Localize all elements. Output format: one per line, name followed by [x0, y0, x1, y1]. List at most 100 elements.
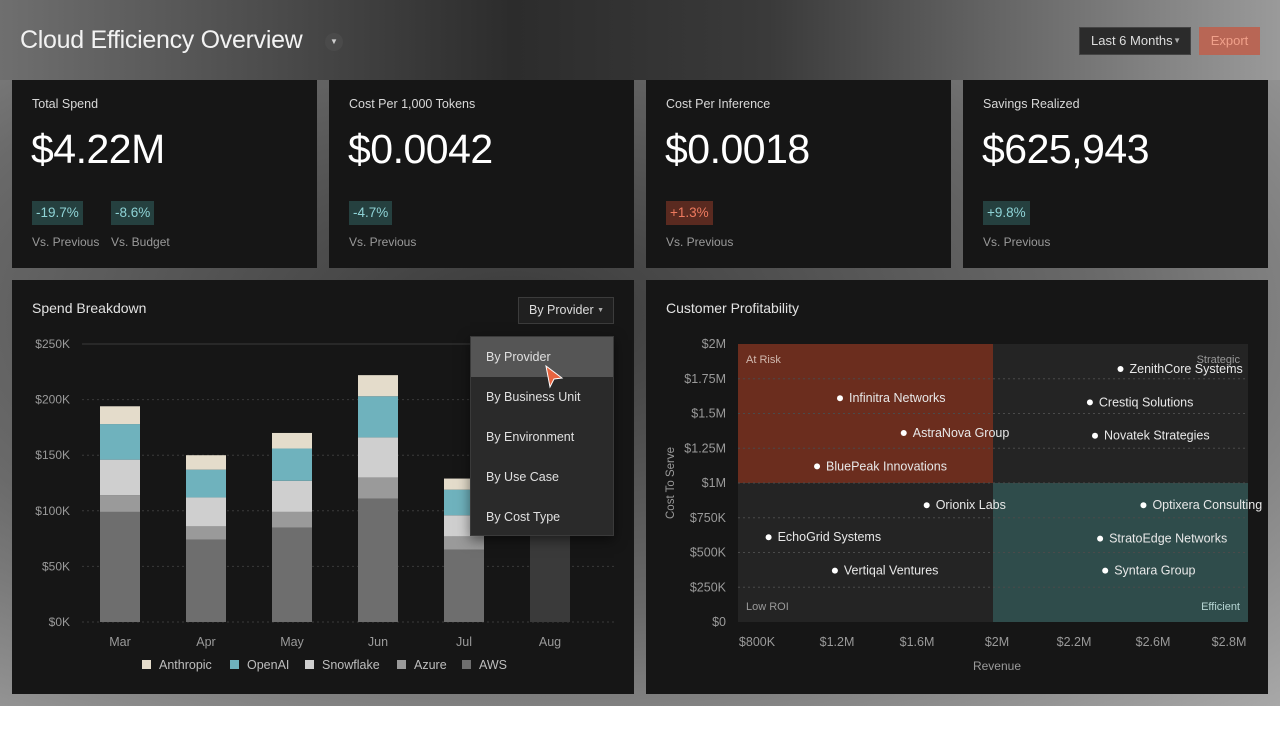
scatter-point-label: StratoEdge Networks	[1109, 532, 1227, 546]
scatter-point	[765, 534, 772, 541]
quadrant-label: Low ROI	[746, 601, 789, 613]
scatter-point-label: Infinitra Networks	[849, 391, 946, 405]
x-tick-label: Mar	[109, 635, 131, 649]
dropdown-option[interactable]: By Use Case	[486, 470, 559, 484]
y-tick-label: $150K	[35, 448, 70, 462]
y-tick-label: $1.5M	[691, 407, 726, 421]
legend-item-snowflake[interactable]: Snowflake	[305, 658, 380, 672]
chevron-down-icon: ▼	[1173, 36, 1181, 45]
bar-segment-openai	[100, 424, 140, 460]
legend-swatch	[230, 660, 239, 669]
delta-badge: -4.7%	[349, 201, 393, 225]
bar-segment-snowflake	[358, 437, 398, 478]
title-dropdown-toggle[interactable]: ▼	[325, 33, 343, 51]
panel-title: Customer Profitability	[666, 300, 800, 316]
y-tick-label: $200K	[35, 393, 70, 407]
legend-item-azure[interactable]: Azure	[397, 658, 447, 672]
customer-profitability-panel: Customer Profitability $0 $250K $500K $750K…	[646, 280, 1268, 694]
dropdown-option[interactable]: By Business Unit	[486, 390, 581, 404]
scatter-point	[1117, 366, 1124, 373]
quadrant-label: Strategic	[1197, 354, 1241, 366]
x-tick-label: $2.8M	[1212, 635, 1247, 649]
scatter-point	[1086, 399, 1093, 406]
bar-segment-snowflake	[272, 480, 312, 512]
scatter-point	[1140, 502, 1147, 509]
dropdown-option[interactable]: By Provider	[471, 337, 613, 377]
bar-segment-aws	[272, 527, 312, 622]
delta-caption: Vs. Previous	[349, 235, 417, 249]
y-tick-label: $2M	[702, 337, 726, 351]
y-tick-label: $100K	[35, 504, 70, 518]
spend-bar-chart: $0K $50K $100K $150K $200K $250K Mar Apr May Jun J…	[35, 337, 614, 649]
legend-swatch	[462, 660, 471, 669]
delta-caption: Vs. Budget	[111, 235, 170, 249]
quadrant-at-risk	[738, 344, 993, 483]
bar-segment-anthropic	[100, 406, 140, 425]
scatter-point	[1102, 567, 1109, 574]
mouse-cursor-icon	[545, 364, 564, 389]
x-tick-label: $1.2M	[820, 635, 855, 649]
dropdown-option[interactable]: By Cost Type	[486, 510, 561, 524]
group-by-selector[interactable]: By Provider ▼	[518, 297, 614, 324]
group-by-dropdown-menu: By Provider By Business Unit By Environm…	[470, 336, 614, 536]
legend-swatch	[142, 660, 151, 669]
scatter-point-label: AstraNova Group	[913, 426, 1010, 440]
scatter-point-label: ZenithCore Systems	[1130, 362, 1243, 376]
bar-segment-openai	[186, 469, 226, 498]
delta-badge: -19.7%	[32, 201, 83, 225]
kpi-value: $0.0018	[665, 126, 810, 172]
x-tick-label: Jul	[456, 635, 472, 649]
y-tick-label: $1.25M	[684, 441, 726, 455]
page-title: Cloud Efficiency Overview	[20, 26, 303, 54]
delta-badge: -8.6%	[111, 201, 155, 225]
date-range-label: Last 6 Months	[1091, 33, 1173, 48]
scatter-point	[1092, 432, 1098, 439]
legend-item-openai[interactable]: OpenAI	[230, 658, 289, 672]
delta-caption: Vs. Previous	[666, 235, 734, 249]
kpi-label: Total Spend	[32, 97, 99, 111]
scatter-point-label: Crestiq Solutions	[1099, 395, 1194, 409]
dropdown-option[interactable]: By Environment	[486, 430, 575, 444]
x-tick-label: May	[280, 635, 304, 649]
quadrant-efficient	[993, 483, 1248, 622]
bar-segment-anthropic	[444, 478, 484, 490]
bar-segment-aws	[444, 549, 484, 622]
chevron-down-icon: ▼	[330, 37, 338, 46]
legend-swatch	[397, 660, 406, 669]
kpi-value: $0.0042	[348, 126, 493, 172]
export-button[interactable]: Export	[1199, 27, 1260, 55]
bar-segment-aws	[186, 539, 226, 622]
date-range-selector[interactable]: Last 6 Months ▼	[1079, 27, 1191, 55]
bar-segment-azure	[186, 526, 226, 540]
scatter-point	[900, 429, 907, 436]
x-tick-label: $1.6M	[900, 635, 935, 649]
scatter-point-label: Optixera Consulting	[1152, 498, 1262, 512]
legend-swatch	[305, 660, 314, 669]
legend-label: Azure	[414, 658, 447, 672]
kpi-card-cost-per-tokens: Cost Per 1,000 Tokens $0.0042 -4.7% Vs. …	[329, 80, 634, 268]
bar-segment-openai	[272, 448, 312, 481]
scatter-point	[1097, 535, 1104, 542]
panel-title: Spend Breakdown	[32, 300, 147, 316]
scatter-point-label: BluePeak Innovations	[826, 459, 947, 473]
bar-segment-openai	[358, 396, 398, 438]
kpi-label: Cost Per 1,000 Tokens	[349, 97, 476, 111]
scatter-point-label: Orionix Labs	[936, 498, 1006, 512]
y-tick-label: $1M	[702, 476, 726, 490]
bar-segment-azure	[100, 495, 140, 512]
legend-item-aws[interactable]: AWS	[462, 658, 507, 672]
legend-label: AWS	[479, 658, 508, 672]
quadrant-label: At Risk	[746, 354, 781, 366]
scatter-point-label: Vertiqal Ventures	[844, 564, 939, 578]
delta-badge: +9.8%	[983, 201, 1030, 225]
x-tick-label: $2M	[985, 635, 1009, 649]
kpi-card-total-spend: Total Spend $4.22M -19.7% -8.6% Vs. Prev…	[12, 80, 317, 268]
scatter-point-label: Syntara Group	[1114, 564, 1195, 578]
legend-item-anthropic[interactable]: Anthropic	[142, 658, 212, 672]
delta-caption: Vs. Previous	[32, 235, 100, 249]
x-tick-label: $2.6M	[1136, 635, 1171, 649]
y-tick-label: $500K	[690, 546, 727, 560]
scatter-point	[831, 567, 838, 574]
x-tick-label: Apr	[196, 635, 215, 649]
x-tick-label: $800K	[739, 635, 776, 649]
